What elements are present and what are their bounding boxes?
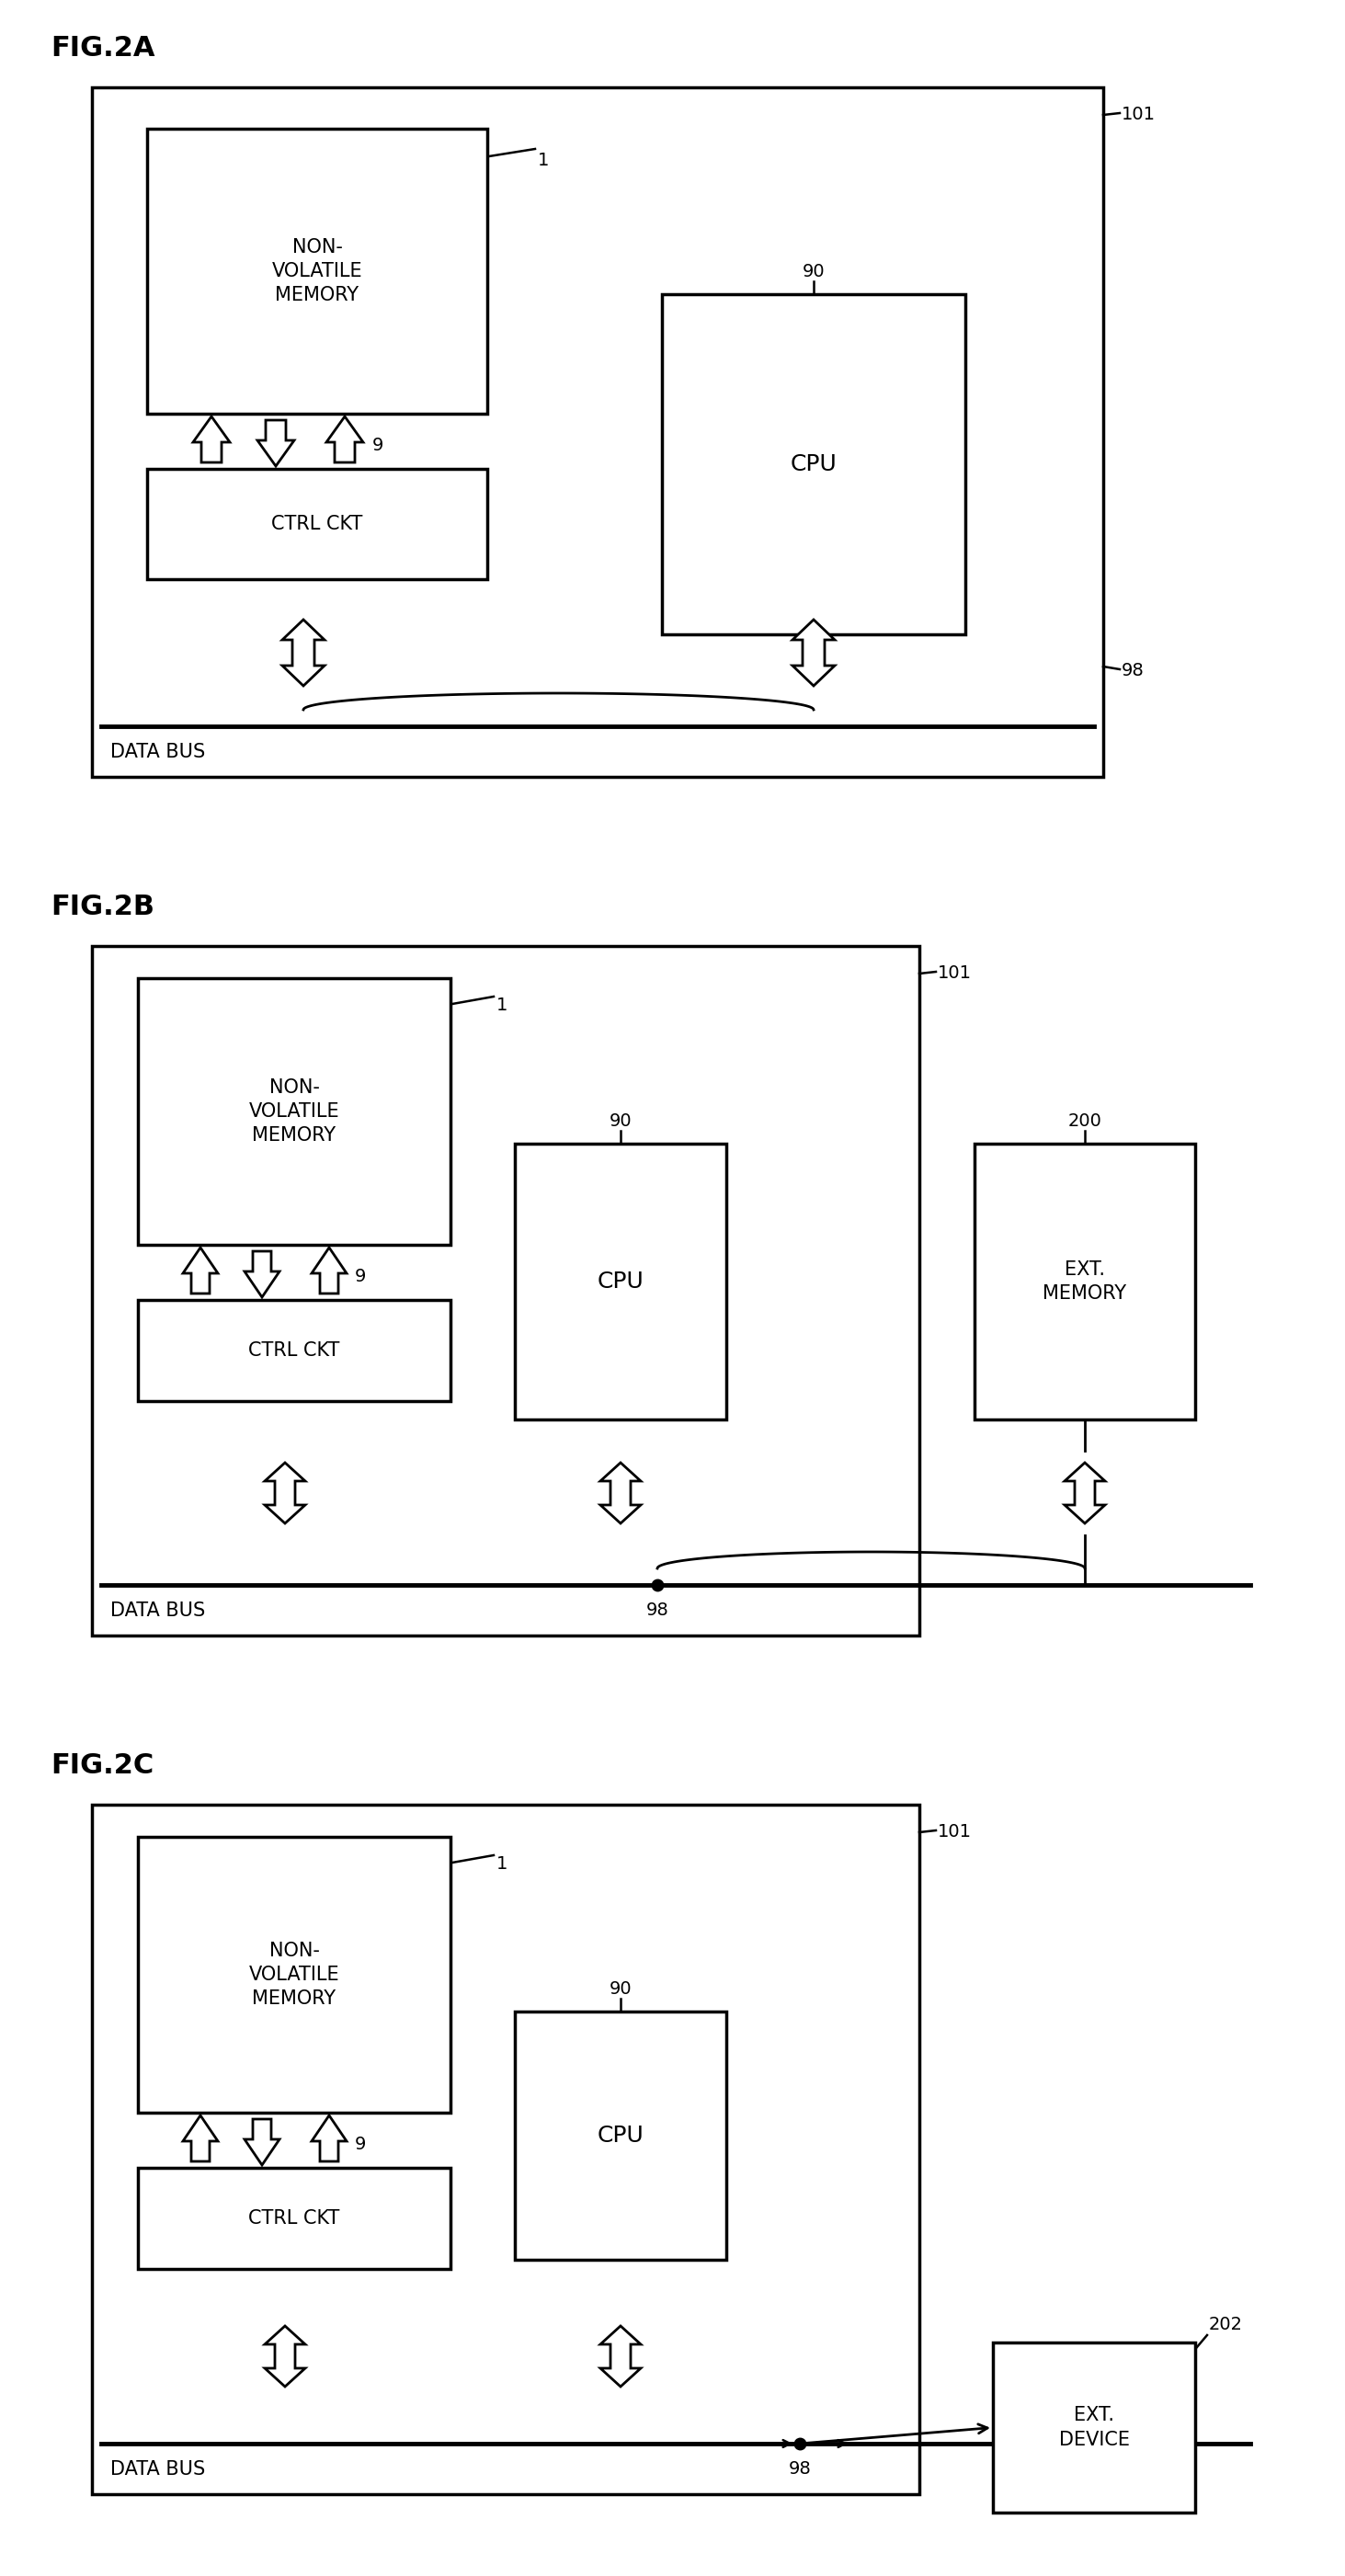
Polygon shape [183, 1247, 218, 1293]
Text: 200: 200 [1068, 1113, 1102, 1131]
Text: FIG.2B: FIG.2B [51, 894, 155, 920]
Bar [139, 1301, 451, 1401]
Bar [975, 1144, 1196, 1419]
Text: 9: 9 [355, 2136, 366, 2154]
Text: EXT.
DEVICE: EXT. DEVICE [1059, 2406, 1130, 2450]
Text: NON-
VOLATILE
MEMORY: NON- VOLATILE MEMORY [249, 1077, 339, 1144]
Bar [91, 1806, 920, 2494]
Text: CPU: CPU [597, 1270, 644, 1293]
Text: DATA BUS: DATA BUS [110, 1602, 206, 1620]
Polygon shape [282, 621, 324, 685]
Text: NON-
VOLATILE
MEMORY: NON- VOLATILE MEMORY [249, 1942, 339, 2009]
Text: 98: 98 [788, 2460, 811, 2478]
Text: 98: 98 [1122, 662, 1145, 680]
Bar [515, 2012, 726, 2259]
Text: CTRL CKT: CTRL CKT [249, 1342, 340, 1360]
Text: CPU: CPU [791, 453, 837, 477]
Text: CPU: CPU [597, 2125, 644, 2146]
Bar [91, 945, 920, 1636]
Text: FIG.2A: FIG.2A [51, 36, 155, 62]
Polygon shape [327, 417, 363, 464]
Bar [91, 88, 1103, 778]
Bar [139, 1837, 451, 2112]
Bar [515, 1144, 726, 1419]
Text: 101: 101 [1122, 106, 1155, 124]
Bar [139, 2169, 451, 2269]
Text: 101: 101 [937, 1824, 971, 1839]
Polygon shape [312, 1247, 347, 1293]
Polygon shape [245, 2120, 280, 2164]
Text: 98: 98 [646, 1602, 668, 1618]
Text: FIG.2C: FIG.2C [51, 1752, 153, 1780]
Text: 90: 90 [609, 1113, 632, 1131]
Text: 1: 1 [496, 1855, 508, 1873]
Text: CTRL CKT: CTRL CKT [249, 2210, 340, 2228]
Polygon shape [792, 621, 835, 685]
Bar [662, 294, 966, 634]
Polygon shape [265, 2326, 305, 2385]
Polygon shape [1065, 1463, 1106, 1522]
Text: CTRL CKT: CTRL CKT [272, 515, 363, 533]
Polygon shape [245, 1252, 280, 1298]
Polygon shape [600, 2326, 640, 2385]
Bar [139, 979, 451, 1244]
Polygon shape [265, 1463, 305, 1522]
Text: DATA BUS: DATA BUS [110, 2460, 206, 2478]
Text: NON-
VOLATILE
MEMORY: NON- VOLATILE MEMORY [272, 237, 363, 304]
Bar [993, 2342, 1196, 2512]
Polygon shape [312, 2115, 347, 2161]
Text: 202: 202 [1209, 2316, 1243, 2334]
Text: 90: 90 [803, 263, 824, 281]
Text: 90: 90 [609, 1981, 632, 1999]
Polygon shape [183, 2115, 218, 2161]
Polygon shape [194, 417, 230, 464]
Text: EXT.
MEMORY: EXT. MEMORY [1042, 1260, 1127, 1303]
Text: 1: 1 [496, 997, 508, 1015]
Text: DATA BUS: DATA BUS [110, 742, 206, 762]
Text: 1: 1 [538, 152, 549, 170]
Text: 9: 9 [373, 438, 383, 453]
Bar [147, 129, 487, 415]
Text: 9: 9 [355, 1267, 366, 1285]
Text: 101: 101 [937, 963, 971, 981]
Bar [147, 469, 487, 580]
Polygon shape [600, 1463, 640, 1522]
Polygon shape [257, 420, 295, 466]
